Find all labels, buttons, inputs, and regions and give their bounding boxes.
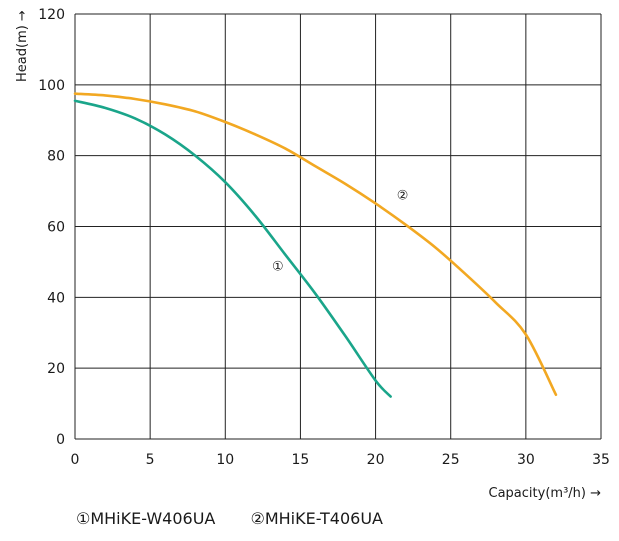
- x-tick-label: 30: [517, 452, 535, 468]
- curves: [73, 92, 558, 398]
- y-tick-label: 0: [56, 432, 65, 448]
- curve-labels: ①②: [272, 189, 408, 275]
- grid: [74, 13, 602, 440]
- legend: ①MHiKE-W406UA ②MHiKE-T406UA: [76, 509, 413, 528]
- series-line-2: [73, 92, 558, 397]
- x-tick-label: 25: [442, 452, 460, 468]
- curve-marker-1: ①: [272, 259, 284, 274]
- y-tick-label: 100: [38, 78, 65, 94]
- x-tick-label: 10: [216, 452, 234, 468]
- x-tick-label: 0: [71, 452, 80, 468]
- x-tick-label: 20: [367, 452, 385, 468]
- curve-marker-2: ②: [397, 189, 409, 204]
- y-tick-label: 20: [47, 361, 65, 377]
- legend-item-2: ②MHiKE-T406UA: [250, 509, 383, 528]
- x-tick-label: 15: [292, 452, 310, 468]
- y-axis-label: Head(m) →: [15, 10, 30, 82]
- tick-labels: 0 5 10 15 20 25 30 35 0 20 40 60 80 100 120: [38, 7, 610, 468]
- y-tick-label: 60: [47, 220, 65, 236]
- x-axis-label: Capacity(m³/h) →: [489, 486, 602, 501]
- y-tick-label: 80: [47, 149, 65, 165]
- legend-item-1: ①MHiKE-W406UA: [76, 509, 216, 528]
- x-tick-label: 35: [592, 452, 610, 468]
- series-line-1: [73, 99, 392, 398]
- x-tick-label: 5: [146, 452, 155, 468]
- y-tick-label: 40: [47, 290, 65, 306]
- y-tick-label: 120: [38, 7, 65, 23]
